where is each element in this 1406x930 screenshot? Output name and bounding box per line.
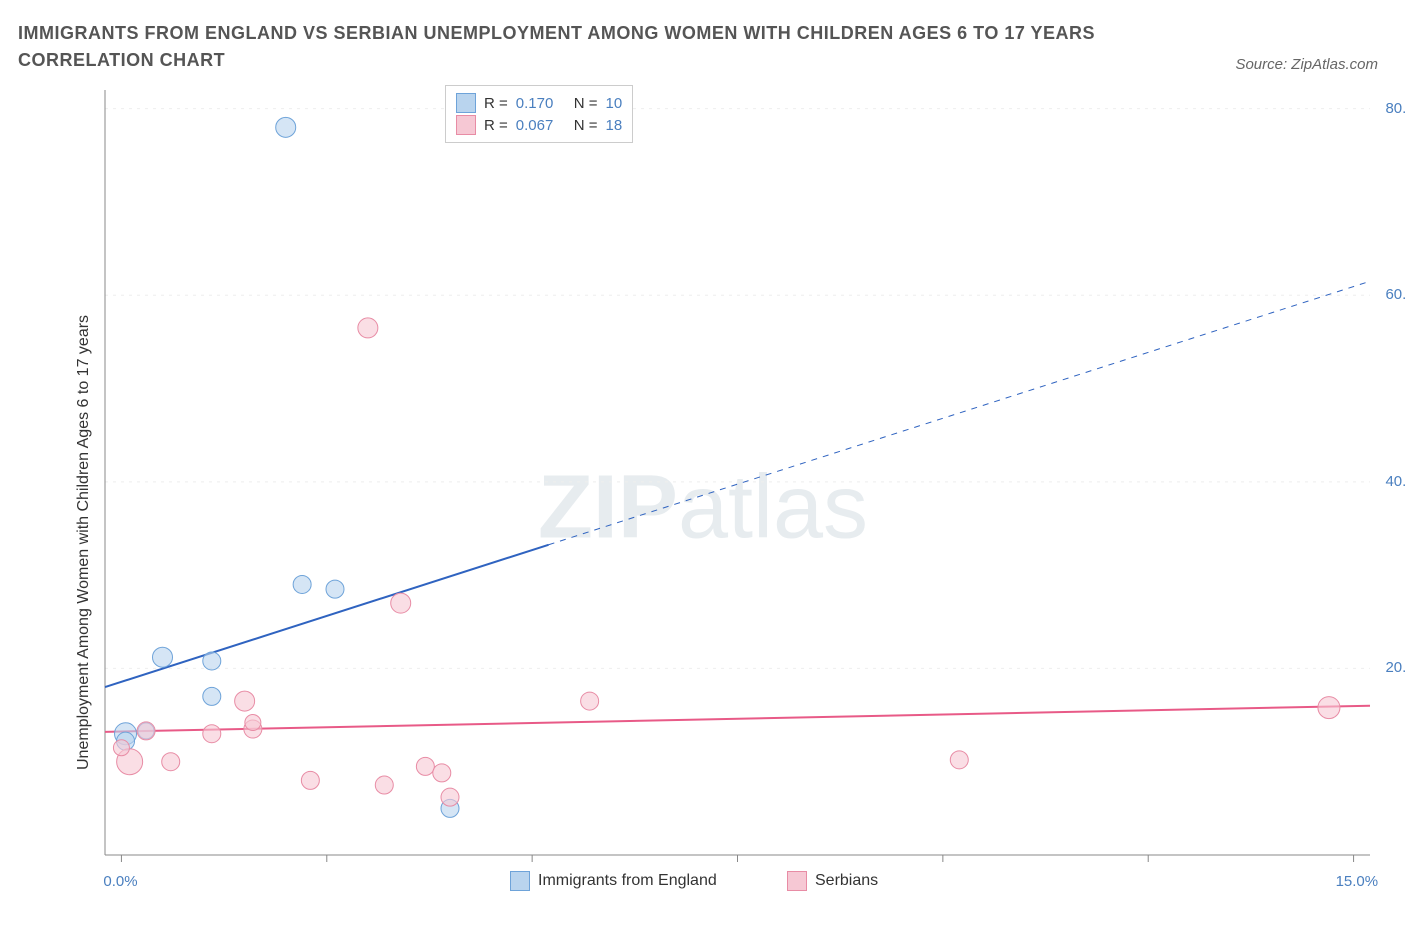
legend-series-label: Serbians <box>815 872 878 890</box>
legend-n-value: 10 <box>606 95 623 112</box>
legend-swatch <box>456 93 476 113</box>
legend-r-label: R = <box>484 117 508 134</box>
legend-series-label: Immigrants from England <box>538 872 717 890</box>
legend-series-item: Immigrants from England <box>510 871 717 891</box>
chart-area: Unemployment Among Women with Children A… <box>0 85 1406 930</box>
chart-title: IMMIGRANTS FROM ENGLAND VS SERBIAN UNEMP… <box>18 20 1156 74</box>
legend-series-item: Serbians <box>787 871 878 891</box>
legend-n-label: N = <box>574 117 598 134</box>
legend-n-label: N = <box>574 95 598 112</box>
legend-swatch <box>510 871 530 891</box>
legend-stats-row: R = 0.170 N = 10 <box>456 92 622 114</box>
y-tick-label: 60.0% <box>1385 286 1406 303</box>
legend-r-label: R = <box>484 95 508 112</box>
legend-n-value: 18 <box>606 117 623 134</box>
x-tick-label: 0.0% <box>103 873 137 890</box>
legend-swatch <box>456 115 476 135</box>
source-label: Source: ZipAtlas.com <box>1235 56 1378 73</box>
y-tick-label: 40.0% <box>1385 473 1406 490</box>
x-tick-label: 15.0% <box>1336 873 1379 890</box>
legend-swatch <box>787 871 807 891</box>
legend-r-value: 0.170 <box>516 95 566 112</box>
scatter-chart <box>0 85 1406 930</box>
legend-stats-row: R = 0.067 N = 18 <box>456 114 622 136</box>
y-tick-label: 20.0% <box>1385 659 1406 676</box>
legend-r-value: 0.067 <box>516 117 566 134</box>
y-tick-label: 80.0% <box>1385 100 1406 117</box>
legend-stats-box: R = 0.170 N = 10 R = 0.067 N = 18 <box>445 85 633 143</box>
